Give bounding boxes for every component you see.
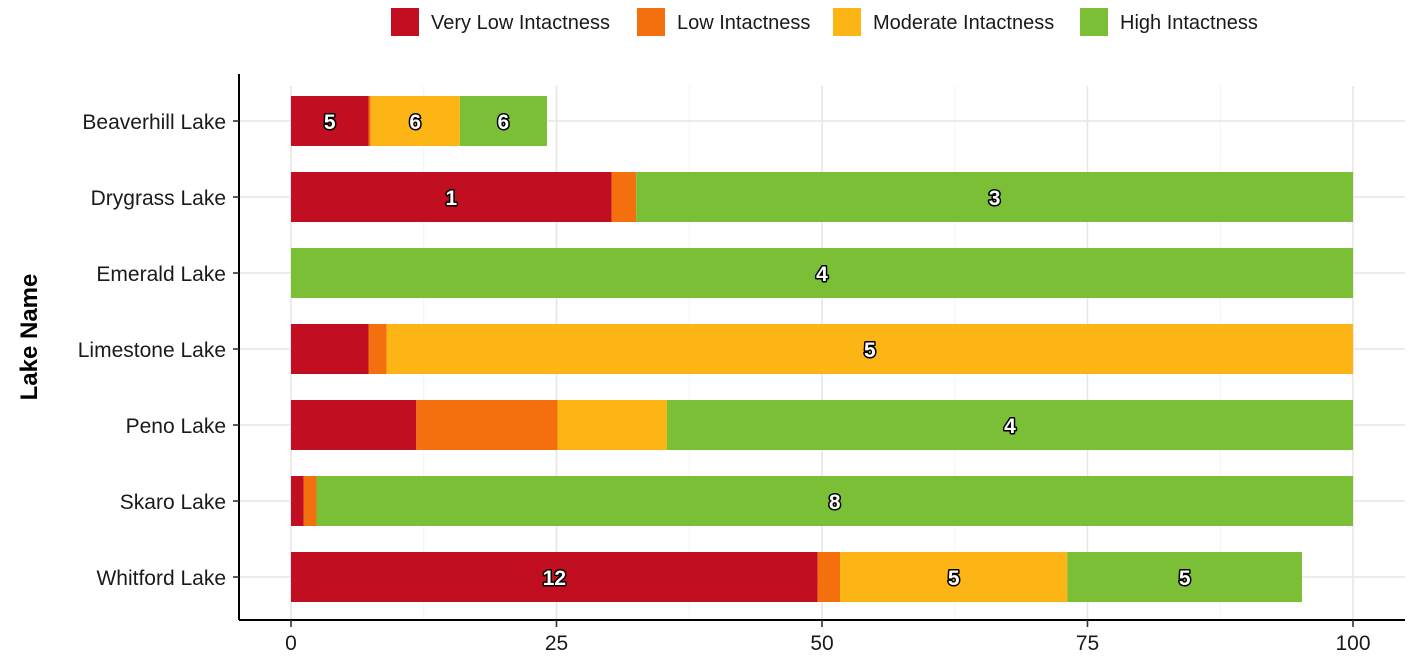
legend-swatch	[1080, 8, 1108, 36]
y-tick-labels: Beaverhill Lake Drygrass Lake Emerald Lake…	[78, 111, 226, 590]
x-tick-label: 50	[810, 632, 833, 655]
bar-value-label: 6	[498, 111, 510, 134]
bar-value-label: 12	[543, 567, 566, 590]
legend: Very Low Intactness Low Intactness Moderat…	[391, 8, 1258, 36]
x-tick-label: 75	[1076, 632, 1099, 655]
category-label: Skaro Lake	[120, 491, 226, 514]
bar-value-label: 5	[948, 567, 960, 590]
bars	[291, 96, 1354, 602]
bar-value-label: 4	[816, 263, 828, 286]
bar-segment	[1067, 552, 1303, 602]
bar-segment	[666, 400, 1353, 450]
bar-segment	[416, 400, 558, 450]
bar-segment	[636, 172, 1353, 222]
bar-value-label: 3	[989, 187, 1001, 210]
legend-swatch	[637, 8, 665, 36]
bar-segment	[459, 96, 547, 146]
x-tick-label: 0	[285, 632, 297, 655]
category-label: Whitford Lake	[96, 567, 226, 590]
bar-value-label: 1	[446, 187, 458, 210]
bar-segment	[368, 324, 387, 374]
bar-segment	[817, 552, 841, 602]
bar-value-label: 5	[1179, 567, 1191, 590]
bar-segment	[557, 400, 667, 450]
bar-value-label: 5	[864, 339, 876, 362]
bar-segment	[303, 476, 317, 526]
legend-label: Low Intactness	[677, 12, 810, 34]
bar-segment	[291, 552, 818, 602]
bar-segment	[368, 96, 371, 146]
y-axis-title: Lake Name	[16, 274, 43, 401]
category-label: Limestone Lake	[78, 339, 226, 362]
legend-label: High Intactness	[1120, 12, 1258, 34]
bar-segment	[840, 552, 1068, 602]
x-tick-label: 25	[545, 632, 568, 655]
bar-value-label: 4	[1004, 415, 1016, 438]
x-tick-label: 100	[1335, 632, 1370, 655]
bar-segment	[370, 96, 460, 146]
category-label: Drygrass Lake	[91, 187, 226, 210]
legend-label: Very Low Intactness	[431, 12, 610, 34]
bar-segment	[291, 248, 1353, 298]
axes	[233, 74, 1405, 627]
bar-value-label: 5	[324, 111, 336, 134]
bar-segment	[611, 172, 637, 222]
legend-label: Moderate Intactness	[873, 12, 1054, 34]
bar-value-label: 8	[829, 491, 841, 514]
category-label: Emerald Lake	[96, 263, 226, 286]
bar-segment	[291, 324, 369, 374]
bar-segment	[386, 324, 1354, 374]
category-label: Peno Lake	[126, 415, 226, 438]
bar-segment	[291, 96, 369, 146]
bar-labels: 5 6 6 1 3 4 5 4 8 12 5 5	[322, 110, 1192, 592]
bar-segment	[291, 172, 612, 222]
x-tick-labels: 0 25 50 75 100	[285, 632, 1370, 655]
bar-segment	[316, 476, 1353, 526]
bar-segment	[291, 400, 417, 450]
bar-segment	[291, 476, 304, 526]
category-label: Beaverhill Lake	[82, 111, 226, 134]
legend-swatch	[833, 8, 861, 36]
bar-value-label: 6	[409, 111, 421, 134]
legend-swatch	[391, 8, 419, 36]
